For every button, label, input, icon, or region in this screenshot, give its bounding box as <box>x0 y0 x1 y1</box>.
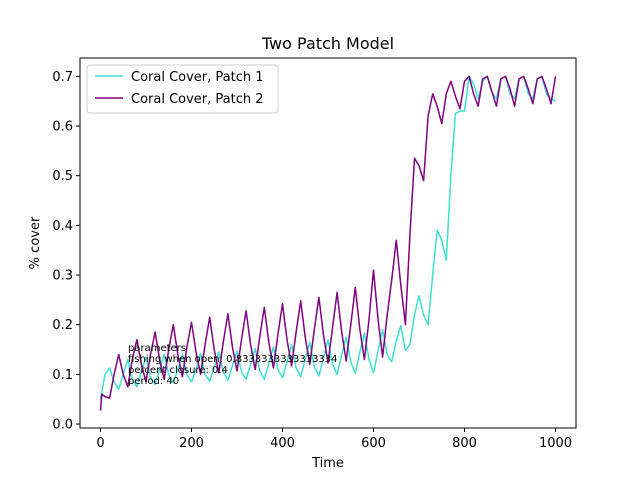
y-tick-label: 0.1 <box>52 368 73 383</box>
x-tick-label: 600 <box>361 436 386 451</box>
annotation-line: period: 40 <box>128 376 179 387</box>
y-tick-label: 0.7 <box>52 70 73 85</box>
legend: Coral Cover, Patch 1 Coral Cover, Patch 2 <box>86 64 279 114</box>
x-tick-label: 0 <box>96 436 104 451</box>
legend-frame <box>86 64 279 114</box>
y-axis-label: % cover <box>28 216 43 269</box>
y-tick-label: 0.5 <box>52 169 73 184</box>
annotation-line: fishing when open: 0.8333333333333334 <box>128 354 338 365</box>
y-tick-label: 0.3 <box>52 269 73 284</box>
y-tick-label: 0.6 <box>52 120 73 135</box>
y-tick-label: 0.2 <box>52 318 73 333</box>
y-tick-label: 0.4 <box>52 219 73 234</box>
chart-title: Two Patch Model <box>261 34 394 53</box>
y-tick-label: 0.0 <box>52 418 73 433</box>
x-tick-label: 1000 <box>539 436 572 451</box>
x-tick-label: 400 <box>270 436 295 451</box>
y-axis-ticks: 0.0 0.1 0.2 0.3 0.4 0.5 0.6 0.7 <box>52 70 80 433</box>
series-line-patch-2 <box>99 75 557 411</box>
x-axis-ticks: 0 200 400 600 800 1000 <box>96 428 572 451</box>
x-tick-label: 200 <box>179 436 204 451</box>
series-layer <box>99 75 557 411</box>
legend-label-patch-2: Coral Cover, Patch 2 <box>131 92 264 107</box>
plot-frame <box>79 57 577 429</box>
annotation-line: parameters <box>128 343 186 354</box>
x-tick-label: 800 <box>452 436 477 451</box>
legend-label-patch-1: Coral Cover, Patch 1 <box>131 70 264 85</box>
x-axis-label: Time <box>311 456 344 471</box>
annotation-line: percent closure: 0.4 <box>128 365 228 376</box>
